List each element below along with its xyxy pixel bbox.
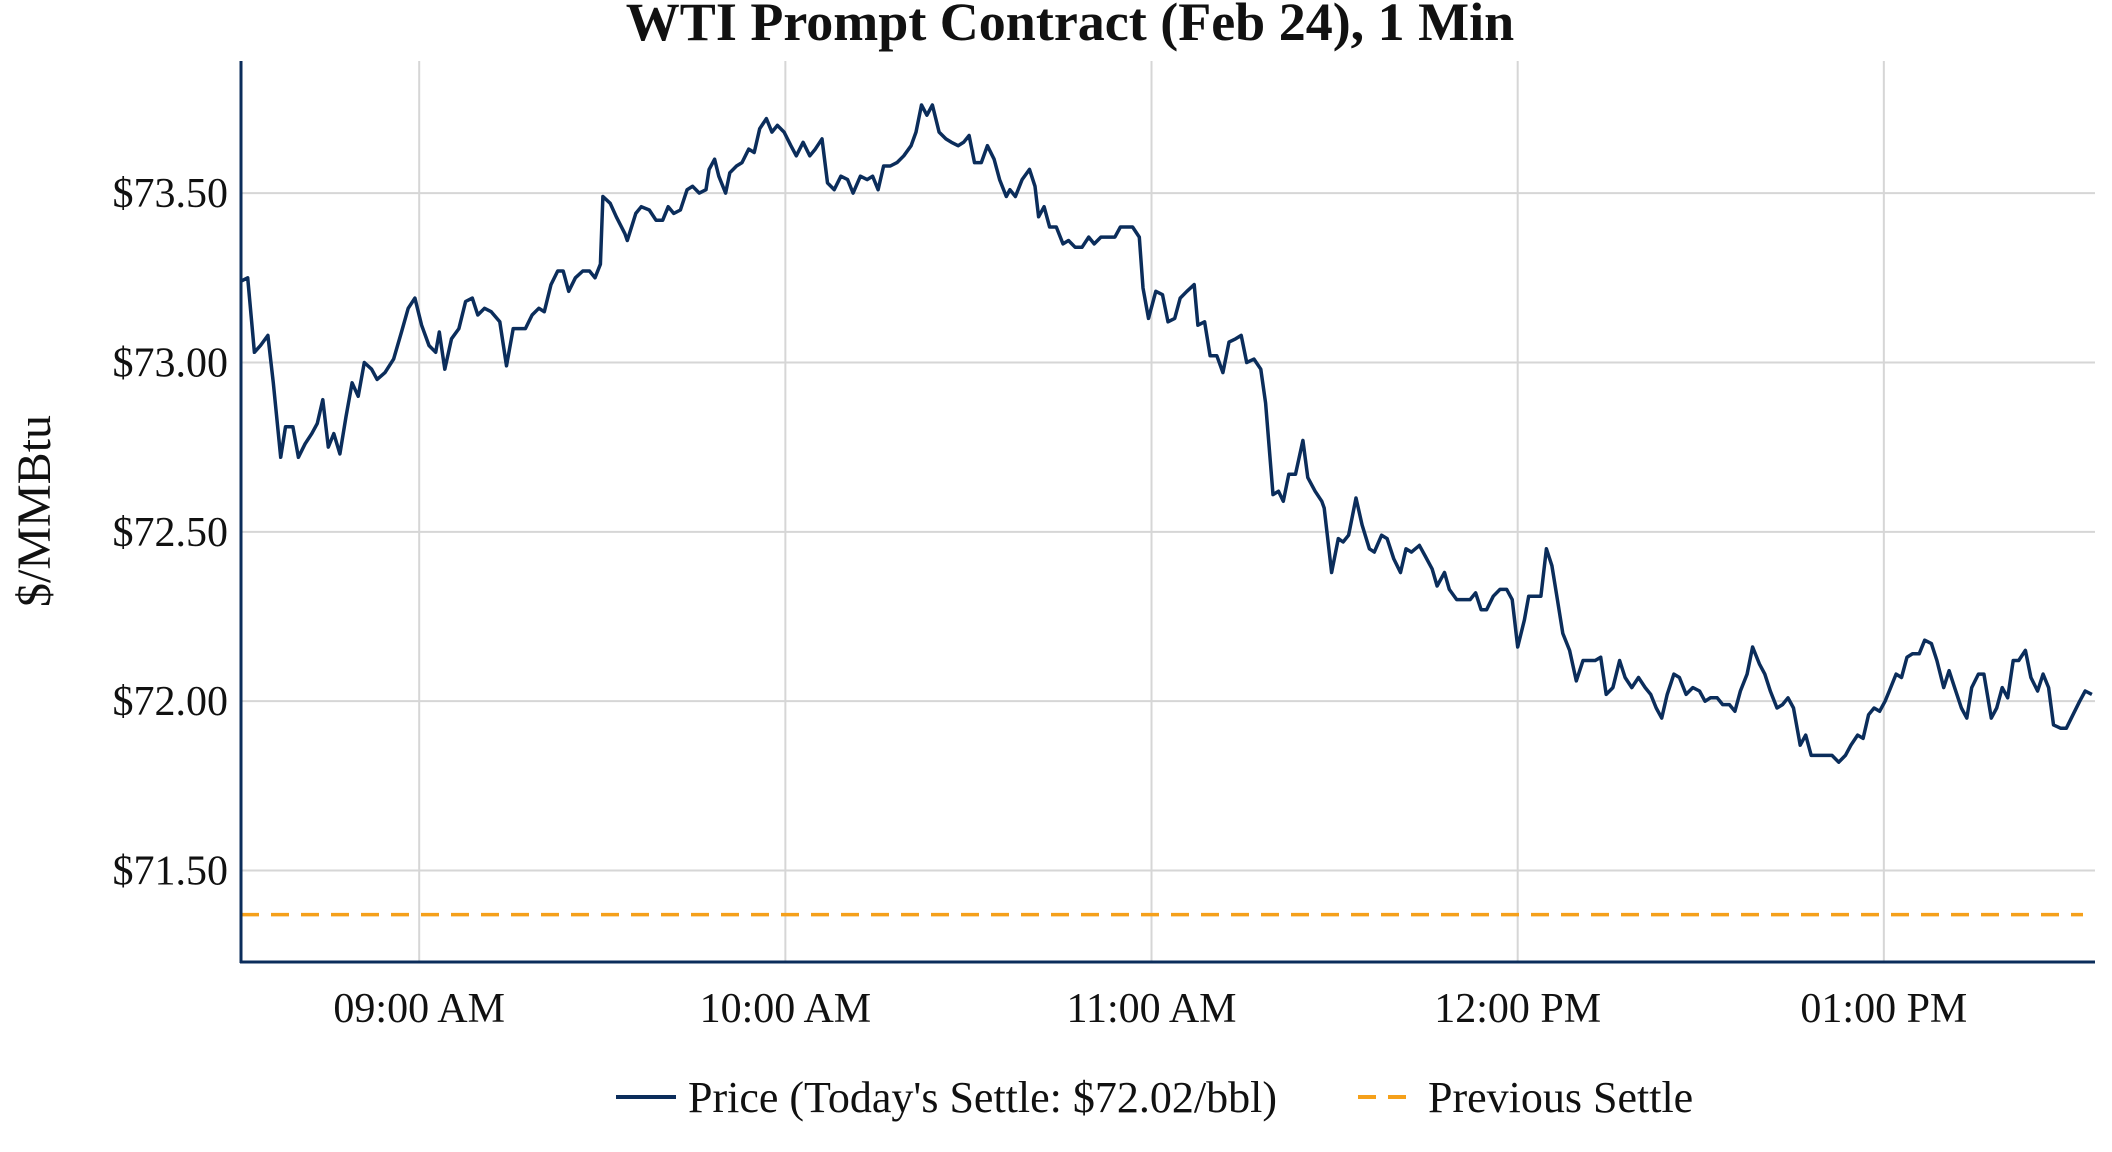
x-tick-label: 09:00 AM [333, 986, 505, 1032]
y-tick-labels: $71.50 $72.00 $72.50 $73.00 $73.50 [113, 171, 229, 894]
chart-title: WTI Prompt Contract (Feb 24), 1 Min [626, 0, 1514, 52]
y-axis-label: $/MMBtu [8, 415, 61, 607]
legend-price-label: Price (Today's Settle: $72.02/bbl) [688, 1073, 1277, 1122]
gridlines [241, 61, 2095, 962]
y-tick-label: $72.00 [113, 679, 229, 725]
y-tick-label: $71.50 [113, 849, 229, 895]
y-tick-label: $73.00 [113, 340, 229, 386]
x-tick-label: 10:00 AM [700, 986, 872, 1032]
legend: Price (Today's Settle: $72.02/bbl) Previ… [616, 1073, 1693, 1122]
plot-marks [240, 103, 2093, 917]
price-line [240, 103, 2093, 764]
legend-previous-settle-label: Previous Settle [1428, 1073, 1693, 1122]
x-tick-label: 01:00 PM [1800, 986, 1967, 1032]
x-tick-label: 11:00 AM [1067, 986, 1237, 1032]
y-tick-label: $73.50 [113, 171, 229, 217]
y-tick-label: $72.50 [113, 510, 229, 556]
x-tick-label: 12:00 PM [1434, 986, 1601, 1032]
x-tick-labels: 09:00 AM 10:00 AM 11:00 AM 12:00 PM 01:00 PM [333, 986, 1967, 1032]
